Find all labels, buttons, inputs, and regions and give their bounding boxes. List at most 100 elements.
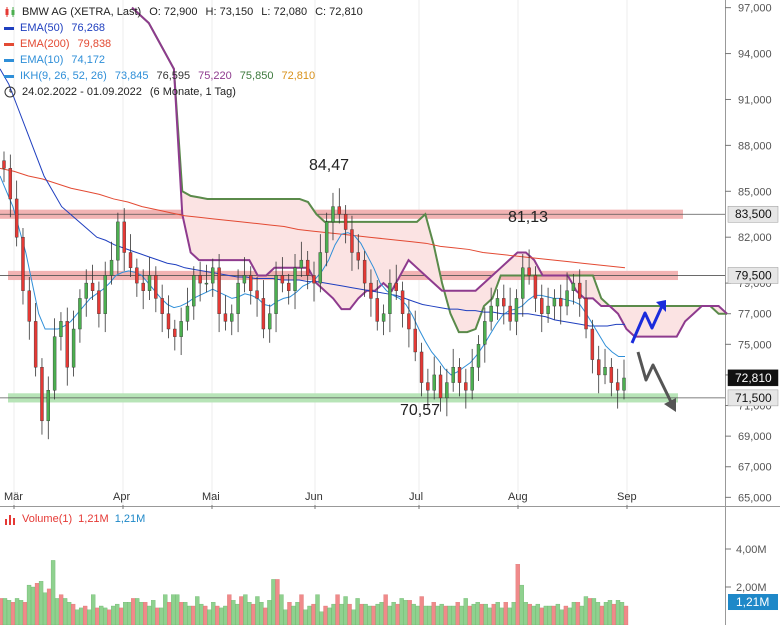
volume-bar-up [235,603,240,625]
bullish-scenario-arrow [630,305,664,344]
ema10-value: 74,172 [71,54,106,66]
volume-bar-up [615,600,621,625]
volume-bar-down [263,607,268,625]
volume-bar-down [58,594,64,625]
candle-down [160,298,164,314]
volume-bar-up [219,607,224,625]
volume-bar-down [359,603,364,625]
candle-down [217,267,221,314]
volume-title: Volume(1) [22,513,73,525]
volume-bar-up [603,602,609,625]
candle-up [274,275,278,314]
y-tick-label: 77,000 [738,309,772,321]
y-tick-label: 88,000 [738,140,772,152]
volume-bar-up [343,596,348,625]
volume-bar-up [99,605,104,625]
volume-bar-down [299,594,304,625]
volume-bar-down [167,602,172,625]
y-tick-label: 82,000 [738,232,772,244]
candle-down [173,328,177,337]
volume-bar-up [175,594,180,625]
volume-bar-up [279,594,284,625]
volume-bar-up [283,609,288,625]
y-tick-label: 97,000 [738,3,772,15]
volume-bar-down [46,588,52,625]
volume-bar-up [543,605,549,625]
volume-bar-up [123,602,128,625]
candle-up [185,305,190,322]
ikh-value-tenkan: 73,845 [114,70,149,82]
y-tick-label: 69,000 [738,431,772,443]
volume-bar-up [619,602,625,625]
month-label: Jul [409,491,423,503]
candle-up [78,298,82,330]
volume-bar-up [103,607,108,625]
candle-down [135,267,139,284]
ikh-value-span-a: 75,220 [198,70,232,82]
volume-bar-up [42,592,48,625]
volume-bar-down [371,605,376,625]
bearish-arrow-head [664,398,676,412]
volume-bar-up [223,605,228,625]
volume-bar-down [287,602,292,625]
candle-up [242,275,247,284]
candle-down [426,382,430,391]
candle-up [381,313,386,322]
volume-bar-down [70,603,76,625]
candle-up [109,259,114,276]
volume-bar-up [307,605,312,625]
candle-down [2,160,6,169]
volume-bar-up [435,605,440,625]
volume-bar-up [507,607,512,625]
month-label: Jun [305,491,323,503]
volume-bar-up [427,605,432,625]
volume-bar-up [607,600,613,625]
candle-down [305,259,310,276]
candle-down [615,382,620,391]
month-label: Apr [113,491,130,503]
candle-up [445,382,449,399]
candle-down [343,214,348,230]
candle-down [527,267,531,276]
legend-ema50: EMA(50) 76,268 [4,20,363,36]
volume-bar-down [119,607,124,625]
instrument-row: BMW AG (XETRA, Last) O: 72,900 H: 73,150… [4,4,363,20]
volume-bar-up [379,602,384,625]
volume-bar-up [375,603,380,625]
volume-bar-up [523,602,528,625]
volume-bar-down [383,594,388,625]
volume-bar-down [551,605,557,625]
month-label: Mär [4,491,23,503]
volume-last-label: 1,21M [736,595,769,609]
volume-bar-down [443,605,448,625]
volume-bar-up [147,605,152,625]
volume-bar-down [227,594,232,625]
candle-up [268,313,272,330]
instrument-name: BMW AG (XETRA, Last) [22,6,142,18]
candle-down [375,298,379,322]
ohlc-high: H: 73,150 [205,6,254,18]
volume-bar-down [311,603,316,625]
candle-up [293,267,297,291]
candle-up [230,313,234,322]
candle-down [249,275,253,291]
price-annotation: 84,47 [309,157,349,174]
bearish-scenario-arrow [636,351,674,405]
volume-bar-up [30,586,36,625]
volume-bar-up [483,603,488,625]
ema50-value: 76,268 [71,22,106,34]
candle-down [128,252,133,269]
candle-up [147,275,152,291]
candle-down [65,321,69,368]
candle-up [571,282,576,291]
volume-bar-up [291,605,296,625]
candle-up [324,221,329,253]
volume-bar-up [171,594,176,625]
candle-down [369,282,373,299]
volume-bar-up [271,579,276,625]
candle-down [578,282,582,299]
volume-bar-down [191,605,196,625]
volume-bar-up [6,600,12,625]
ema50-swatch [4,26,14,30]
